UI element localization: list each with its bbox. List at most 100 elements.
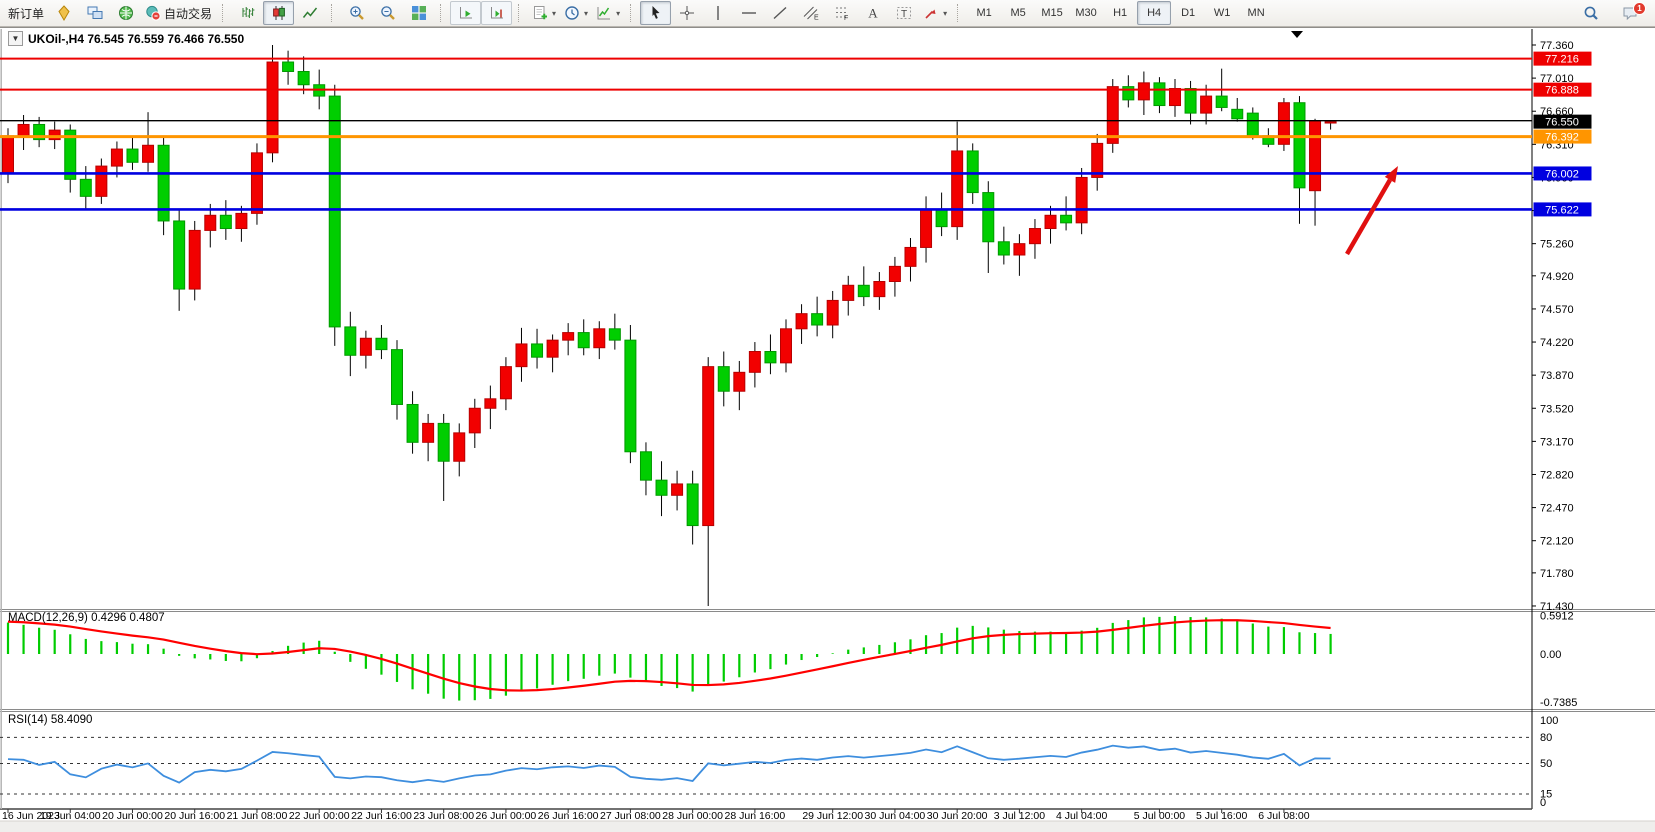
candle [95, 165, 108, 197]
timeframe-w1[interactable]: W1 [1213, 7, 1231, 19]
chart-plot-area[interactable] [0, 28, 1655, 832]
svg-text:F: F [844, 15, 848, 21]
terminal-button[interactable] [79, 1, 110, 25]
candle [391, 349, 403, 405]
time-tick-label: 20 Jun 16:00 [164, 810, 225, 822]
timeframe-h1[interactable]: H1 [1113, 7, 1128, 19]
timeframe-h4[interactable]: H4 [1137, 1, 1172, 25]
timeframe-d1[interactable]: D1 [1181, 7, 1196, 19]
price-badge [1533, 114, 1592, 129]
time-tick-label: 16 Jun 2023 [2, 810, 60, 822]
line-chart-button[interactable] [294, 1, 325, 25]
autotrading-button-label: 自动交易 [164, 6, 213, 21]
time-tick-label: 30 Jun 04:00 [865, 810, 926, 822]
timeframe-m1[interactable]: M1 [976, 7, 992, 19]
candle [219, 214, 232, 230]
candle [826, 299, 839, 326]
arrow-head-icon [1384, 166, 1398, 183]
candle [655, 479, 668, 496]
candle [764, 351, 777, 364]
candle [188, 229, 201, 290]
chart-shift-marker-icon[interactable] [1291, 31, 1303, 38]
toolbar-separator [957, 4, 963, 22]
candle [888, 265, 901, 283]
candle [686, 483, 699, 527]
horizontal-line-button[interactable] [733, 1, 764, 25]
candle [142, 144, 155, 163]
candle [33, 123, 46, 141]
time-tick-label: 28 Jun 00:00 [662, 810, 723, 822]
candle [608, 328, 621, 341]
community-button[interactable] [110, 1, 141, 25]
price-tick-label: 73.520 [1540, 403, 1574, 415]
timeframe-m5[interactable]: M5 [1010, 7, 1026, 19]
tile-icon [411, 5, 427, 21]
notifications-button[interactable]: 1 [1614, 1, 1646, 25]
candle [717, 366, 730, 392]
search-button[interactable] [1575, 1, 1606, 25]
dropdown-arrow-icon: ▾ [943, 8, 948, 18]
candle [857, 284, 870, 298]
rsi-scale-label: 100 [1540, 715, 1558, 727]
chevron-down-icon[interactable]: ▼ [8, 31, 23, 46]
candle [1277, 102, 1290, 145]
profiles-button[interactable]: ▾ [560, 1, 592, 25]
candle [1106, 86, 1119, 144]
cshift-icon [489, 5, 505, 21]
textA-icon: A [865, 5, 881, 21]
arrowsdd-icon [923, 5, 939, 21]
candle [546, 339, 559, 358]
fibonacci-button[interactable]: F [826, 1, 857, 25]
vertical-line-button[interactable] [702, 1, 733, 25]
candle [795, 313, 808, 330]
crosshair-button[interactable] [671, 1, 702, 25]
candle [328, 95, 341, 328]
ascroll-icon [458, 5, 474, 21]
price-tick-label: 75.260 [1540, 239, 1574, 251]
new-chart-button[interactable]: ▾ [528, 1, 560, 25]
tile-windows-button[interactable] [403, 1, 434, 25]
price-tick-label: 72.820 [1540, 469, 1574, 481]
candle [639, 451, 652, 481]
timeframe-m30[interactable]: M30 [1075, 7, 1097, 19]
timeframe-m15[interactable]: M15 [1041, 7, 1063, 19]
candle [1184, 88, 1197, 114]
chart-shift-button[interactable] [481, 1, 513, 25]
candle [920, 209, 933, 248]
trend-arrow-annotation[interactable] [1345, 166, 1398, 256]
toolbar-separator [440, 4, 446, 22]
candlestick-button[interactable] [263, 1, 295, 25]
svg-text:E: E [814, 15, 819, 22]
candle [282, 61, 295, 72]
text-button[interactable]: A [857, 1, 888, 25]
price-badge-label: 77.216 [1545, 54, 1579, 66]
arrow-shaft [1345, 178, 1392, 256]
price-badge-label: 76.888 [1545, 85, 1579, 97]
candle [1013, 243, 1026, 256]
auto-scroll-button[interactable] [450, 1, 482, 25]
zoom-in-button[interactable] [341, 1, 372, 25]
autotrading-button[interactable]: 自动交易 [141, 1, 216, 25]
time-tick-label: 21 Jun 08:00 [227, 810, 288, 822]
candle [157, 144, 170, 222]
profile-button[interactable] [48, 1, 79, 25]
trendline-button[interactable] [764, 1, 795, 25]
candle [1044, 214, 1057, 230]
indicators-button[interactable]: ▾ [592, 1, 624, 25]
candle [406, 403, 419, 443]
new-order-button-label: 新订单 [8, 6, 45, 21]
new-order-button[interactable]: 新订单 [4, 1, 48, 25]
candle [422, 422, 435, 443]
bar-chart-button[interactable] [232, 1, 263, 25]
cursor-button[interactable] [640, 1, 672, 25]
timeframe-mn[interactable]: MN [1247, 7, 1265, 19]
text-label-button[interactable]: T [888, 1, 919, 25]
zoom-out-button[interactable] [372, 1, 403, 25]
arrows-button[interactable]: ▾ [919, 1, 951, 25]
candle [562, 332, 575, 341]
toolbar-group [450, 0, 513, 26]
price-badge [1533, 202, 1592, 217]
channel-button[interactable]: E [795, 1, 826, 25]
cursor-icon [648, 5, 664, 21]
kite-icon [56, 5, 72, 21]
